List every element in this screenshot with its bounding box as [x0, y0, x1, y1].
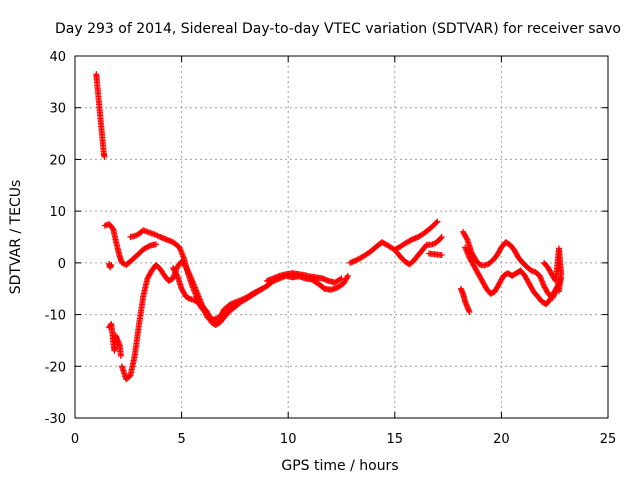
data-point	[344, 272, 351, 279]
y-tick-label: 40	[49, 50, 66, 65]
y-tick-label: 20	[49, 153, 66, 168]
data-point	[438, 252, 445, 259]
y-tick-label: -30	[45, 412, 66, 427]
data-point	[344, 274, 351, 281]
data-point	[555, 288, 562, 295]
data-point	[108, 261, 115, 268]
data-point	[466, 308, 473, 315]
x-tick-label: 10	[280, 432, 297, 447]
data-points	[93, 71, 565, 383]
y-tick-label: 10	[49, 205, 66, 220]
data-point	[173, 271, 180, 278]
x-tick-label: 5	[177, 432, 185, 447]
y-tick-label: -10	[45, 309, 66, 324]
data-point	[433, 219, 440, 226]
y-tick-label: 30	[49, 102, 66, 117]
axis-ticks: -30 -20 -10 0 10 20 30 40 0 5 10 15 20 25	[45, 50, 617, 447]
x-tick-label: 0	[71, 432, 79, 447]
data-point	[434, 218, 441, 225]
y-axis-label: SDTVAR / TECUs	[8, 180, 24, 295]
data-point	[438, 234, 445, 240]
data-point	[338, 275, 345, 282]
data-point	[337, 276, 344, 283]
x-tick-label: 20	[493, 432, 510, 447]
x-axis-label: GPS time / hours	[281, 458, 398, 474]
y-tick-label: -20	[45, 360, 66, 375]
y-tick-label: 0	[58, 257, 66, 272]
grid-lines	[75, 56, 608, 418]
x-tick-label: 15	[387, 432, 404, 447]
x-tick-label: 25	[600, 432, 617, 447]
chart-title: Day 293 of 2014, Sidereal Day-to-day VTE…	[55, 21, 621, 37]
data-point	[437, 234, 444, 241]
plot-frame	[74, 55, 609, 419]
data-point	[101, 153, 108, 160]
data-point	[463, 235, 470, 242]
data-point	[117, 352, 124, 359]
data-point	[153, 241, 160, 248]
